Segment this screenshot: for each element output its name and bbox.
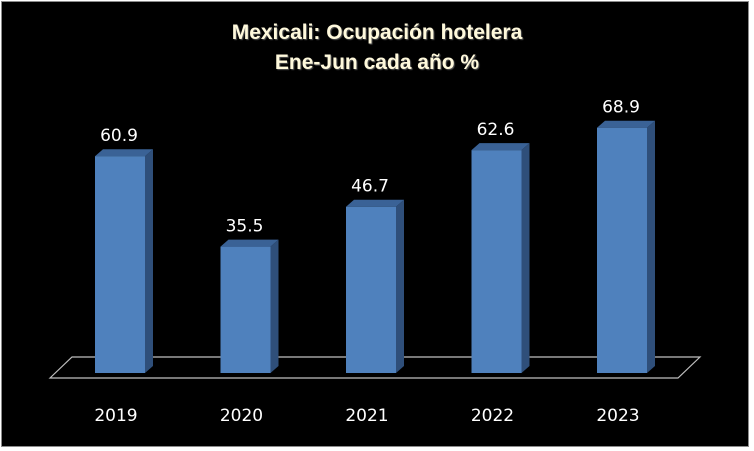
data-label-2023: 68.9 bbox=[602, 98, 640, 118]
x-tick-2020: 2020 bbox=[220, 406, 263, 426]
x-tick-2019: 2019 bbox=[94, 406, 137, 426]
bar-2020 bbox=[220, 239, 279, 373]
bar-2019 bbox=[95, 149, 153, 373]
data-label-2019: 60.9 bbox=[100, 126, 138, 146]
data-label-2020: 35.5 bbox=[226, 217, 264, 237]
bar-front-face bbox=[95, 156, 145, 373]
bar-top-face bbox=[220, 239, 279, 247]
data-label-2021: 46.7 bbox=[351, 177, 389, 197]
floor-plane bbox=[48, 356, 702, 379]
x-tick-2022: 2022 bbox=[471, 406, 514, 426]
x-tick-2021: 2021 bbox=[345, 406, 388, 426]
chart-floor bbox=[48, 356, 702, 379]
bar-top-face bbox=[346, 199, 404, 207]
data-label-2022: 62.6 bbox=[477, 120, 515, 140]
bar-2023 bbox=[597, 120, 655, 373]
bar-top-face bbox=[95, 149, 153, 157]
bar-front-face bbox=[220, 246, 271, 373]
x-axis-ticks: 2019 2020 2021 2022 2023 bbox=[94, 406, 639, 426]
bar-side-face bbox=[270, 239, 279, 373]
bar-2022 bbox=[471, 143, 530, 373]
chart-title-line: Mexicali: Ocupación hotelera bbox=[231, 21, 523, 44]
bar-side-face bbox=[521, 143, 530, 373]
data-labels-group: 60.9 35.5 46.7 62.6 68.9 bbox=[100, 98, 640, 237]
bars-group bbox=[95, 120, 655, 373]
chart-title: Mexicali: Ocupación hotelera Ene-Jun cad… bbox=[0, 18, 754, 78]
chart-subtitle-line: Ene-Jun cada año % bbox=[274, 51, 480, 74]
bar-front-face bbox=[597, 127, 647, 373]
x-tick-2023: 2023 bbox=[596, 406, 639, 426]
bar-side-face bbox=[396, 199, 404, 373]
bar-2021 bbox=[346, 199, 404, 373]
bar-top-face bbox=[597, 120, 655, 128]
bar-side-face bbox=[145, 149, 153, 373]
bar-top-face bbox=[471, 143, 530, 151]
bar-side-face bbox=[647, 120, 655, 373]
bar-front-face bbox=[346, 206, 396, 373]
bar-front-face bbox=[471, 150, 522, 373]
